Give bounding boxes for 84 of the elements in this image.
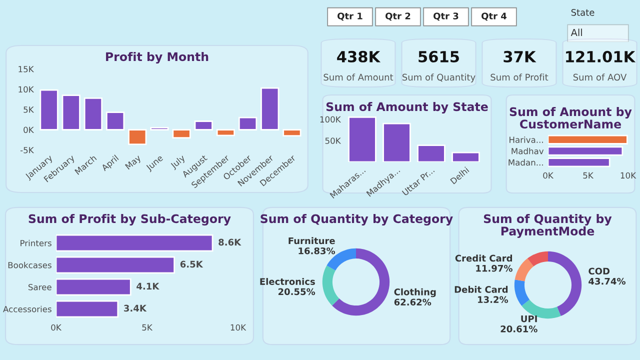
slice-label: Clothing bbox=[394, 288, 436, 298]
data-label: 4.1K bbox=[136, 282, 160, 290]
chart-title: Sum of Quantity by PaymentMode bbox=[484, 214, 612, 238]
slice-label: Electronics bbox=[260, 278, 315, 285]
y-tick-label: 100K bbox=[320, 116, 342, 123]
bar bbox=[84, 97, 103, 130]
donut-slice bbox=[548, 251, 582, 316]
slice-label: COD bbox=[588, 268, 610, 275]
data-label: 20.61% bbox=[500, 326, 538, 332]
donut-slice bbox=[322, 266, 340, 306]
text: 5615 bbox=[418, 50, 459, 62]
text: 121.01K bbox=[566, 50, 636, 62]
bar bbox=[382, 122, 411, 162]
data-label: 6.5K bbox=[180, 260, 204, 268]
data-label: 13.2% bbox=[478, 296, 508, 303]
x-tick-label: 0K bbox=[51, 324, 62, 331]
donut-slice bbox=[527, 251, 548, 266]
data-label: 43.74% bbox=[588, 278, 626, 285]
bar bbox=[452, 152, 480, 162]
y-tick-label: Madan... bbox=[508, 159, 543, 166]
bar bbox=[260, 87, 280, 130]
y-tick-label: 10K bbox=[18, 86, 34, 93]
text: Qtr 3 bbox=[434, 12, 458, 21]
y-tick-label: 15K bbox=[18, 66, 34, 72]
y-tick-label: Saree bbox=[28, 284, 52, 290]
chart-title: Profit by Month bbox=[106, 52, 208, 64]
y-tick-label: -5K bbox=[20, 147, 34, 154]
text: Qtr 2 bbox=[386, 12, 410, 21]
slice-label: UPI bbox=[521, 316, 537, 322]
data-label: 11.97% bbox=[476, 264, 512, 272]
text: All bbox=[570, 28, 582, 36]
chart-title: Sum of Amount by CustomerName bbox=[510, 107, 632, 129]
text: Qtr 4 bbox=[482, 12, 507, 21]
x-tick-label: 10K bbox=[620, 172, 636, 179]
bar bbox=[56, 256, 175, 274]
data-label: 16.83% bbox=[298, 247, 336, 254]
text: Sum of Quantity bbox=[402, 74, 476, 82]
data-label: 8.6K bbox=[218, 238, 242, 246]
bar bbox=[216, 129, 236, 136]
x-tick-label: 10K bbox=[230, 324, 246, 331]
text: 37K bbox=[504, 50, 536, 62]
chart-title: Sum of Quantity by Category bbox=[260, 214, 453, 226]
bar bbox=[128, 129, 147, 146]
text: Sum of AOV bbox=[573, 74, 627, 81]
slice-label: Furniture bbox=[288, 237, 335, 244]
data-label: 3.4K bbox=[124, 304, 147, 312]
bar bbox=[62, 94, 80, 130]
bar bbox=[194, 120, 213, 130]
bar bbox=[106, 112, 125, 130]
data-label: 62.62% bbox=[394, 298, 432, 306]
bar bbox=[417, 144, 446, 162]
donut-slice bbox=[514, 280, 530, 306]
text: 438K bbox=[337, 50, 381, 62]
text: Sum of Amount bbox=[324, 74, 394, 81]
y-tick-label: Accessories bbox=[3, 306, 52, 312]
bar bbox=[282, 129, 302, 137]
slice-label: Credit Card bbox=[455, 254, 512, 262]
bar bbox=[238, 116, 258, 130]
bar bbox=[40, 89, 58, 130]
y-tick-label: Madhav bbox=[512, 148, 544, 154]
x-tick-label: May bbox=[124, 154, 142, 171]
y-tick-label: Hariva... bbox=[510, 136, 543, 143]
y-tick-label: 50K bbox=[325, 138, 342, 144]
text: State bbox=[571, 8, 594, 16]
x-tick-label: 0K bbox=[543, 172, 554, 179]
y-tick-label: 0K bbox=[24, 126, 34, 134]
text: Sum of Profit bbox=[490, 74, 548, 81]
bar bbox=[348, 116, 376, 162]
bar bbox=[56, 234, 214, 252]
chart-title: Sum of Amount by State bbox=[326, 102, 488, 114]
bar bbox=[150, 127, 169, 130]
data-label: 20.55% bbox=[278, 288, 316, 296]
text: Qtr 1 bbox=[338, 12, 362, 21]
x-tick-label: 5K bbox=[583, 172, 594, 179]
x-tick-label: 5K bbox=[142, 324, 153, 331]
y-tick-label: Bookcases bbox=[8, 262, 52, 268]
bar bbox=[56, 300, 119, 318]
slice-label: Debit Card bbox=[454, 286, 508, 293]
bar bbox=[56, 278, 132, 296]
y-tick-label: Printers bbox=[20, 240, 52, 246]
y-tick-label: 5K bbox=[24, 106, 34, 113]
chart-title: Sum of Profit by Sub-Category bbox=[28, 214, 231, 226]
bar bbox=[172, 129, 191, 139]
donut-slice bbox=[514, 258, 534, 282]
